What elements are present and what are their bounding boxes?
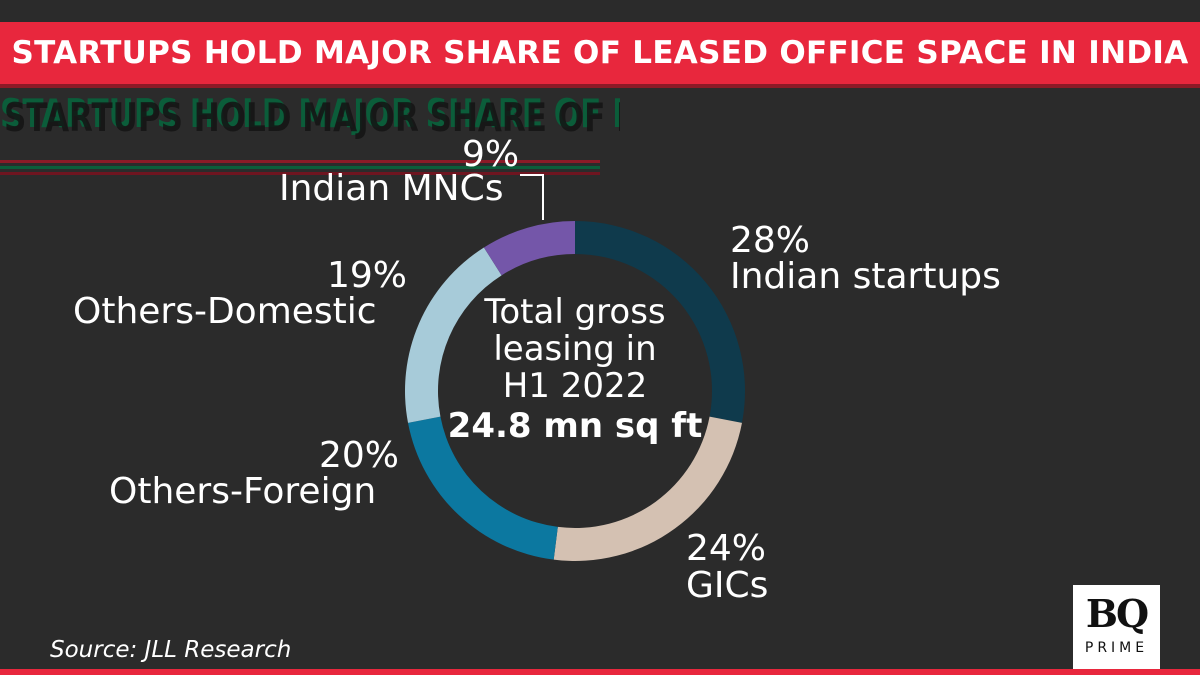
glitch-title-echo: STARTUPS HOLD MAJOR SHARE OF LEASED OFFI… xyxy=(0,92,620,137)
label-cat-gics: GICs xyxy=(686,565,769,606)
title-bar: STARTUPS HOLD MAJOR SHARE OF LEASED OFFI… xyxy=(0,22,1200,84)
glitch-line xyxy=(0,172,600,175)
bottom-bar xyxy=(0,669,1200,675)
center-line-2: leasing in xyxy=(493,329,657,369)
logo-subtext: PRIME xyxy=(1084,640,1149,656)
donut-slice-others-foreign xyxy=(408,416,558,560)
label-pct-gics: 24% xyxy=(686,528,767,569)
source-note: Source: JLL Research xyxy=(50,637,292,663)
label-pct-others-foreign: 20% xyxy=(319,435,400,476)
label-pct-others-domestic: 19% xyxy=(327,255,408,296)
donut-slice-indian-startups xyxy=(575,221,745,423)
bq-prime-logo: BQ PRIME xyxy=(1073,585,1160,669)
chart-title: STARTUPS HOLD MAJOR SHARE OF LEASED OFFI… xyxy=(11,35,1189,71)
label-pct-indian-mncs: 9% xyxy=(462,134,520,175)
label-cat-indian-startups: Indian startups xyxy=(730,256,1001,297)
label-cat-others-foreign: Others-Foreign xyxy=(109,471,377,512)
logo-text: BQ xyxy=(1085,591,1149,636)
donut-slice-indian-mncs xyxy=(483,221,575,276)
donut-slice-others-domestic xyxy=(405,247,502,423)
glitch-line xyxy=(0,160,600,163)
glitch-artifact: STARTUPS HOLD MAJOR SHARE OF LEASED OFFI… xyxy=(0,86,620,178)
indian-mncs-leader-line xyxy=(520,174,544,220)
label-cat-others-domestic: Others-Domestic xyxy=(73,291,377,332)
donut-slice-gics xyxy=(553,416,742,561)
label-cat-indian-mncs: Indian MNCs xyxy=(279,168,504,209)
glitch-title-echo-shadow: STARTUPS HOLD MAJOR SHARE OF LEASED OFFI… xyxy=(4,96,620,141)
center-line-3: H1 2022 xyxy=(502,366,648,406)
title-underline xyxy=(0,84,1200,88)
donut-center-text: Total gross leasing in H1 2022 24.8 mn s… xyxy=(424,294,726,447)
label-pct-indian-startups: 28% xyxy=(730,220,811,261)
glitch-line xyxy=(0,166,600,169)
center-total-value: 24.8 mn sq ft xyxy=(447,406,703,446)
center-line-1: Total gross xyxy=(484,292,666,332)
